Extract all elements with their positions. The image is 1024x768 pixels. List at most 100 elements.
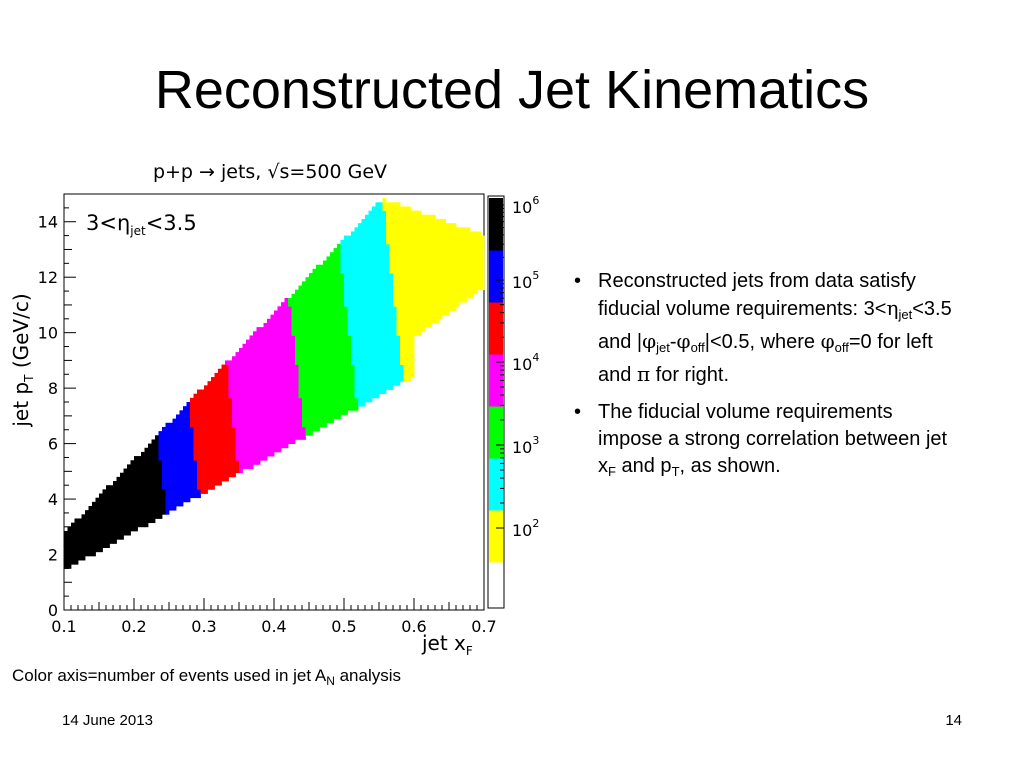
heatmap-cell: [242, 426, 247, 432]
heatmap-cell: [235, 418, 240, 424]
heatmap-cell: [151, 476, 156, 482]
heatmap-cell: [417, 322, 422, 328]
heatmap-cell: [312, 343, 317, 349]
heatmap-cell: [470, 293, 474, 299]
heatmap-cell: [386, 318, 390, 324]
heatmap-cell: [78, 555, 82, 561]
heatmap-cell: [417, 231, 422, 236]
heatmap-cell: [438, 243, 443, 249]
heatmap-cell: [256, 377, 261, 382]
heatmap-cell: [302, 322, 306, 328]
heatmap-cell: [221, 368, 226, 374]
heatmap-cell: [361, 377, 366, 382]
heatmap-cell: [386, 264, 390, 270]
heatmap-cell: [337, 372, 341, 378]
heatmap-cell: [302, 368, 306, 374]
heatmap-cell: [393, 218, 397, 224]
heatmap-cell: [333, 368, 338, 374]
heatmap-cell: [207, 481, 212, 486]
footer-date: 14 June 2013: [62, 712, 153, 729]
heatmap-cell: [442, 289, 446, 295]
heatmap-cell: [424, 243, 429, 249]
heatmap-cell: [253, 439, 257, 444]
heatmap-cell: [235, 364, 240, 370]
heatmap-cell: [246, 443, 250, 449]
heatmap-cell: [172, 418, 177, 424]
heatmap-cell: [358, 281, 362, 286]
heatmap-cell: [232, 435, 236, 440]
heatmap-cell: [347, 322, 352, 328]
heatmap-cell: [228, 456, 233, 461]
heatmap-cell: [452, 256, 457, 261]
heatmap-cell: [319, 273, 324, 278]
heatmap-cell: [456, 285, 460, 291]
heatmap-cell: [386, 268, 390, 274]
heatmap-cell: [74, 560, 79, 565]
heatmap-cell: [242, 385, 247, 390]
heatmap-cell: [99, 514, 103, 519]
off-subscript: off: [834, 340, 849, 355]
heatmap-cell: [361, 318, 366, 324]
heatmap-cell: [375, 289, 380, 295]
heatmap-cell: [421, 248, 425, 253]
heatmap-cell: [284, 377, 289, 382]
heatmap-cell: [456, 281, 460, 286]
heatmap-cell: [109, 539, 114, 544]
heatmap-cell: [291, 410, 296, 415]
heatmap-cell: [106, 497, 110, 503]
heatmap-cell: [379, 389, 383, 395]
heatmap-cell: [165, 485, 170, 490]
heatmap-cell: [221, 422, 226, 428]
heatmap-cell: [368, 364, 373, 370]
heatmap-cell: [403, 343, 408, 349]
heatmap-cell: [330, 406, 334, 411]
heatmap-cell: [477, 252, 481, 257]
heatmap-cell: [316, 389, 320, 395]
heatmap-cell: [435, 314, 439, 320]
heatmap-cell: [351, 339, 355, 345]
heatmap-cell: [347, 310, 352, 316]
heatmap-cell: [193, 472, 198, 478]
heatmap-cell: [382, 243, 387, 249]
heatmap-cell: [302, 356, 306, 361]
heatmap-cell: [204, 393, 208, 399]
figure-caption: Color axis=number of events used in jet …: [12, 666, 401, 688]
heatmap-cell: [470, 239, 474, 245]
heatmap-cell: [456, 277, 460, 282]
heatmap-cell: [281, 435, 285, 440]
heatmap-cell: [281, 306, 285, 311]
heatmap-cell: [270, 431, 275, 436]
heatmap-cell: [256, 372, 261, 378]
heatmap-cell: [253, 456, 257, 461]
heatmap-cell: [305, 377, 310, 382]
heatmap-cell: [340, 318, 345, 324]
heatmap-cell: [361, 302, 366, 307]
heatmap-cell: [95, 501, 100, 507]
heatmap-cell: [403, 318, 408, 324]
heatmap-cell: [99, 543, 103, 548]
heatmap-cell: [410, 281, 415, 286]
heatmap-cell: [340, 268, 345, 274]
heatmap-cell: [480, 243, 485, 249]
heatmap-cell: [323, 277, 327, 282]
y-axis-title: jet pT (GeV/c): [9, 293, 36, 427]
heatmap-cell: [410, 268, 415, 274]
heatmap-cell: [361, 252, 366, 257]
heatmap-cell: [393, 214, 397, 220]
heatmap-cell: [309, 298, 313, 303]
heatmap-cell: [400, 298, 404, 303]
heatmap-cell: [414, 318, 418, 324]
heatmap-cell: [172, 468, 177, 474]
heatmap-cell: [242, 414, 247, 420]
heatmap-cell: [330, 352, 334, 357]
heatmap-cell: [263, 422, 268, 428]
heatmap-cell: [358, 393, 362, 399]
heatmap-cell: [393, 256, 397, 261]
heatmap-cell: [267, 385, 271, 390]
heatmap-cell: [309, 389, 313, 395]
heatmap-cell: [298, 322, 303, 328]
heatmap-cell: [407, 260, 411, 266]
heatmap-cell: [172, 489, 177, 494]
heatmap-cell: [393, 281, 397, 286]
heatmap-cell: [127, 464, 131, 469]
